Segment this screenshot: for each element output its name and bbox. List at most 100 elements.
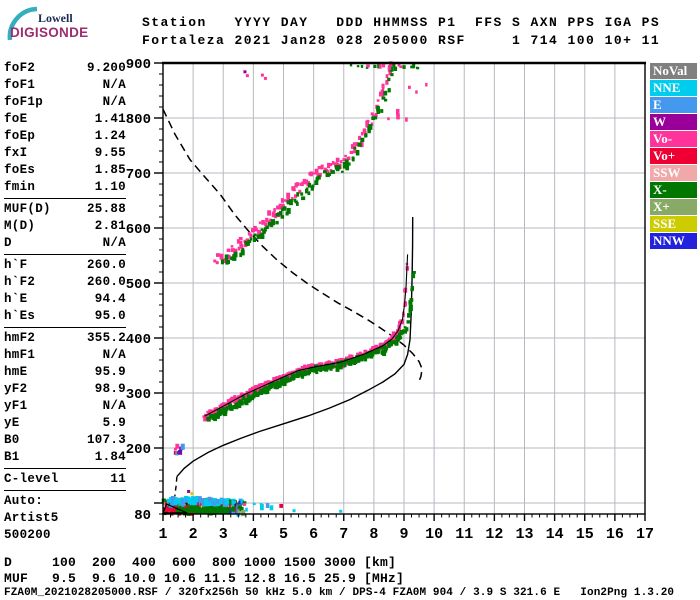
param-row-hf: h`F 260.0	[4, 257, 126, 274]
param-row-artist5: Artist5	[4, 510, 126, 527]
param-label: yF1	[4, 399, 28, 413]
echo-dot	[292, 509, 296, 513]
header-values: Fortaleza 2021 Jan28 028 205000 RSF 1 71…	[142, 33, 661, 48]
x-tick-label: 14	[546, 526, 564, 543]
panel-divider	[4, 468, 126, 469]
param-row-fof1: foF1 N/A	[4, 77, 126, 94]
param-row-hmf1: hmF1 N/A	[4, 347, 126, 364]
param-value: 5.9	[102, 416, 126, 430]
param-row-mufd: MUF(D) 25.88	[4, 201, 126, 218]
param-label: yE	[4, 416, 20, 430]
param-row-auto: Auto:	[4, 493, 126, 510]
legend-item-nnw: NNW	[650, 233, 697, 249]
param-label: hmF2	[4, 331, 36, 345]
param-row-clevel: C-level 11	[4, 471, 126, 488]
y-tick-label: 600	[126, 222, 151, 238]
param-label: hmF1	[4, 348, 36, 362]
x-tick-label: 5	[279, 526, 288, 543]
y-tick-label: 200	[126, 442, 151, 458]
echo-dot	[243, 70, 247, 74]
param-label: foEs	[4, 163, 36, 177]
x-tick-label: 13	[515, 526, 533, 543]
top-edge-specks-scatter	[349, 63, 420, 70]
x-tick-label: 4	[249, 526, 258, 543]
lowell-digisonde-logo: Lowell DIGISONDE	[4, 4, 124, 48]
param-row-hme: hmE 95.9	[4, 364, 126, 381]
param-value: N/A	[102, 236, 126, 250]
param-label: foE	[4, 112, 28, 126]
echo-dot	[263, 76, 267, 80]
param-row-hes: h`Es 95.0	[4, 308, 126, 325]
legend-item-x: X-	[650, 182, 697, 198]
x-tick-label: 16	[606, 526, 624, 543]
param-label: D	[4, 236, 12, 250]
x-axis: 1 2 3 4 5 6 7 8 9 10 11 12 13 14 15 16 17	[158, 514, 654, 543]
param-row-foes: foEs 1.85	[4, 162, 126, 179]
echo-dot	[260, 73, 264, 77]
x-tick-label: 1	[158, 526, 167, 543]
param-label: C-level	[4, 472, 59, 486]
param-row-d: D N/A	[4, 235, 126, 252]
param-row-500200: 500200	[4, 527, 126, 544]
param-row-fmin: fmin 1.10	[4, 179, 126, 196]
panel-divider	[4, 327, 126, 328]
param-value: 94.4	[94, 292, 126, 306]
echo-dot	[190, 492, 194, 496]
legend-item-vo: Vo-	[650, 131, 697, 147]
echo-dot	[213, 259, 217, 263]
param-row-fof2: foF2 9.200	[4, 60, 126, 77]
profile-curve-lower	[172, 476, 178, 509]
param-value: 107.3	[86, 433, 126, 447]
x-tick-label: 15	[576, 526, 594, 543]
param-label: yF2	[4, 382, 28, 396]
y-axis: 900 800 700 600 500 400 300 200 80	[126, 57, 163, 524]
profile-curve	[176, 216, 414, 478]
distance-row: D 100 200 400 600 800 1000 1500 3000 [km…	[4, 555, 397, 570]
param-label: foEp	[4, 129, 36, 143]
y-tick-label: 800	[126, 112, 151, 128]
x-tick-label: 8	[369, 526, 378, 543]
param-value: 1.84	[94, 450, 126, 464]
legend-item-nne: NNE	[650, 80, 697, 96]
param-value: 25.88	[86, 202, 126, 216]
param-label: foF1p	[4, 95, 44, 109]
logo-lowell-text: Lowell	[38, 11, 73, 25]
y-tick-label: 900	[126, 57, 151, 73]
param-value: 1.10	[94, 180, 126, 194]
legend-item-noval: NoVal	[650, 63, 697, 79]
param-label: foF2	[4, 61, 36, 75]
file-info-line: FZA0M_2021028205000.RSF / 320fx256h 50 k…	[4, 587, 675, 599]
legend-item-ssw: SSW	[650, 165, 697, 181]
hop2-x-scatter	[220, 66, 398, 265]
es-cyan-top-scatter	[166, 495, 229, 508]
param-label: M(D)	[4, 219, 36, 233]
param-value: 2.81	[94, 219, 126, 233]
param-label: 500200	[4, 528, 51, 542]
param-label: MUF(D)	[4, 202, 51, 216]
param-value: 1.85	[94, 163, 126, 177]
y-tick-label: 400	[126, 332, 151, 348]
parameter-panel: foF2 9.200 foF1 N/A foF1p N/A foE 1.41 foEp 1.24 f…	[4, 60, 126, 544]
param-label: B0	[4, 433, 20, 447]
param-row-hf2: h`F2 260.0	[4, 274, 126, 291]
y-tick-label: 80	[134, 508, 151, 524]
echo-dot	[215, 261, 219, 265]
echo-status-legend: NoVal NNE E W Vo- Vo+ SSW X- X+ SSE NNW	[650, 63, 697, 250]
param-label: foF1	[4, 78, 36, 92]
legend-item-x: X+	[650, 199, 697, 215]
param-value: 1.41	[94, 112, 126, 126]
legend-item-vo: Vo+	[650, 148, 697, 164]
y-tick-label: 500	[126, 277, 151, 293]
panel-divider	[4, 254, 126, 255]
param-label: hmE	[4, 365, 28, 379]
param-value: 95.9	[94, 365, 126, 379]
y-tick-label: 700	[126, 167, 151, 183]
y-tick-label: 300	[126, 387, 151, 403]
param-label: B1	[4, 450, 20, 464]
param-value: 1.24	[94, 129, 126, 143]
param-value: N/A	[102, 399, 126, 413]
param-row-fxi: fxI 9.55	[4, 145, 126, 162]
param-label: Auto:	[4, 494, 44, 508]
param-value: 355.2	[86, 331, 126, 345]
